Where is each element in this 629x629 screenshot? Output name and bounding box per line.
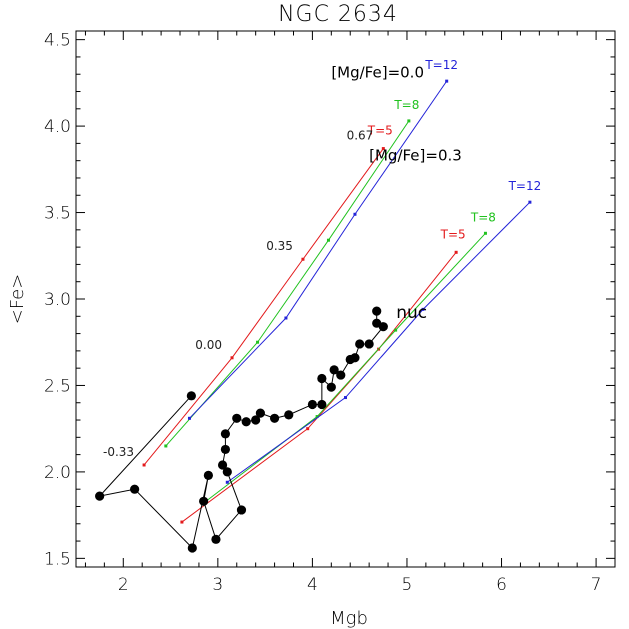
age-label: T=12	[508, 179, 542, 193]
age-label: T=12	[424, 58, 458, 72]
y-tick-label: 4.5	[44, 31, 71, 51]
model-point	[142, 463, 146, 467]
model-grid-lines	[142, 79, 532, 524]
data-point	[269, 413, 280, 423]
data-point	[130, 484, 140, 494]
data-point	[222, 467, 232, 477]
data-point	[284, 410, 294, 420]
mgfe-group-label: [Mg/Fe]=0.3	[369, 147, 462, 165]
model-line	[143, 148, 384, 466]
x-tick-label: 4	[307, 575, 318, 595]
data-point	[187, 543, 197, 553]
model-point	[164, 444, 168, 448]
data-point	[236, 505, 247, 515]
model-point	[315, 415, 319, 419]
data-point	[326, 382, 336, 392]
metallicity-label: -0.33	[103, 445, 134, 459]
model-point	[353, 212, 357, 216]
metallicity-label: 0.00	[195, 338, 222, 352]
y-tick-label: 2.5	[44, 376, 71, 396]
data-point	[199, 496, 209, 506]
model-line	[203, 232, 486, 504]
observed-data	[95, 306, 388, 553]
data-point	[232, 413, 242, 423]
y-tick-label: 2.0	[44, 463, 71, 483]
model-point	[180, 520, 184, 524]
mgfe-group-label: [Mg/Fe]=0.0	[331, 64, 424, 82]
model-line	[165, 120, 410, 447]
model-point	[454, 250, 458, 254]
x-tick-label: 2	[118, 575, 129, 595]
annotations: T=5T=8T=12-0.330.000.350.67T=5T=8T=12[Mg…	[103, 58, 541, 459]
model-point	[381, 147, 385, 151]
model-point	[394, 328, 398, 332]
data-point	[251, 415, 261, 425]
data-point	[317, 399, 327, 410]
data-point	[241, 417, 251, 427]
x-tick-label: 7	[591, 575, 602, 595]
model-point	[326, 238, 330, 242]
model-point	[483, 231, 487, 235]
age-label: T=5	[440, 227, 466, 241]
model-point	[301, 257, 305, 261]
model-point	[306, 427, 310, 431]
data-point	[336, 370, 346, 380]
age-label: T=8	[470, 210, 496, 224]
model-line	[181, 252, 457, 523]
model-grid-mgfe-0.0	[142, 79, 449, 467]
model-grid-mgfe-0.3	[180, 200, 532, 524]
metallicity-label: 0.35	[266, 239, 293, 253]
model-point	[225, 480, 229, 484]
data-point	[378, 322, 388, 332]
x-tick-label: 6	[496, 575, 507, 595]
nuc-label: nuc	[396, 303, 427, 323]
model-point	[407, 119, 411, 123]
model-point	[528, 200, 532, 204]
metallicity-label: 0.67	[347, 129, 374, 143]
data-point	[364, 339, 374, 349]
model-point	[187, 416, 191, 420]
model-point	[230, 356, 234, 360]
data-point	[255, 408, 265, 418]
chart-title: NGC 2634	[278, 2, 398, 27]
data-point	[186, 391, 196, 401]
y-tick-label: 1.5	[44, 549, 71, 569]
data-point	[211, 534, 221, 544]
data-point	[220, 444, 231, 455]
model-point	[344, 396, 347, 400]
data-point	[220, 429, 231, 439]
data-point	[203, 470, 213, 480]
y-axis-title: <Fe>	[7, 274, 28, 325]
model-point	[445, 79, 449, 83]
age-label: T=8	[393, 98, 419, 112]
x-tick-label: 3	[212, 575, 223, 595]
data-point	[372, 306, 382, 316]
data-point	[317, 373, 327, 384]
model-point	[284, 316, 288, 320]
model-line	[189, 80, 448, 419]
data-point	[355, 339, 365, 349]
x-axis-title: Mgb	[330, 608, 368, 629]
data-point	[217, 460, 228, 470]
model-point	[256, 340, 260, 344]
y-tick-label: 3.5	[44, 204, 71, 224]
y-tick-label: 4.0	[44, 117, 71, 137]
data-point	[345, 354, 355, 365]
plot-frame	[75, 30, 616, 568]
y-tick-label: 3.0	[44, 290, 71, 310]
data-point	[95, 491, 105, 501]
model-line	[227, 201, 531, 483]
x-tick-label: 5	[402, 575, 413, 595]
data-point	[329, 365, 339, 375]
axis-ticks: 2 3 4 5 6 7 1.5 2.0 2.5 3.0 3.5 4.0 4.5	[44, 31, 616, 595]
model-point	[421, 307, 425, 311]
age-label: T=5	[367, 124, 393, 138]
data-point	[307, 399, 318, 410]
